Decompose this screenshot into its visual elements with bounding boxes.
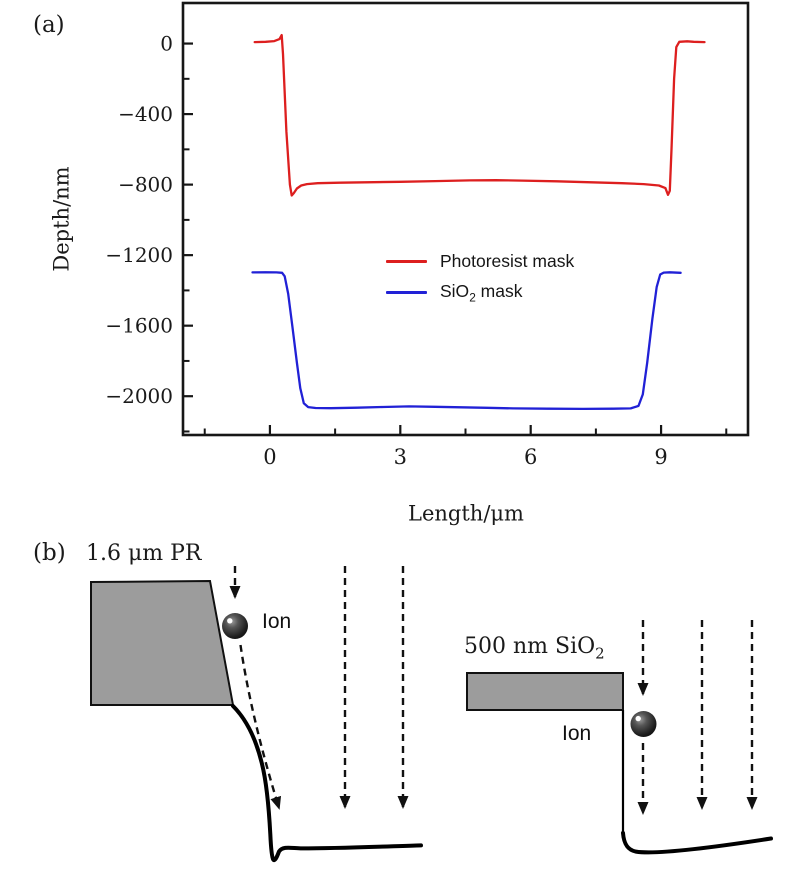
x-tick-label: 0 (263, 445, 276, 469)
y-tick-label: −1600 (105, 314, 173, 338)
x-tick-label: 3 (394, 445, 407, 469)
x-tick-label: 9 (654, 445, 667, 469)
pr-mask-thickness-label: 1.6 μm PR (86, 541, 202, 566)
pr-mask-scene (90, 566, 423, 863)
x-axis-title: Length/μm (408, 501, 524, 526)
y-tick-label: −800 (118, 173, 173, 197)
chart-legend: Photoresist mask SiO2 mask (386, 246, 574, 308)
y-axis-title: Depth/nm (49, 166, 74, 272)
chart-frame (181, 1, 750, 437)
legend-line-photoresist (386, 260, 427, 263)
y-tick-label: −2000 (105, 384, 173, 408)
sio2-mask-shape (466, 672, 624, 711)
deflected-ion-arrow (239, 644, 282, 810)
etched-profile-right (621, 831, 773, 855)
y-tick-label: −400 (118, 102, 173, 126)
y-tick-label: −1200 (105, 243, 173, 267)
y-tick-label: 0 (160, 32, 173, 56)
ion-highlight (227, 618, 233, 624)
photoresist-mask-shape (90, 579, 235, 706)
legend-entry-photoresist: Photoresist mask (386, 246, 574, 277)
ion-sphere-icon (630, 711, 657, 737)
ion-highlight (635, 715, 641, 722)
panel-b-label: (b) (33, 540, 66, 566)
etched-profile-left (231, 704, 423, 863)
series-line-photoresist (253, 33, 706, 197)
series-line-sio2 (251, 271, 682, 411)
legend-label-photoresist: Photoresist mask (440, 251, 575, 271)
sio2-mask-thickness-label: 500 nm SiO2 (464, 634, 605, 663)
legend-line-sio2 (386, 291, 427, 294)
ion-sphere-icon (222, 613, 248, 639)
sio2-mask-scene (466, 620, 773, 855)
legend-label-sio2: SiO2 mask (440, 280, 523, 305)
ion-label-left: Ion (262, 610, 292, 633)
legend-entry-sio2: SiO2 mask (386, 277, 574, 308)
panel-a-label: (a) (33, 12, 65, 38)
x-tick-label: 6 (524, 445, 537, 469)
ion-label-right: Ion (562, 722, 592, 745)
